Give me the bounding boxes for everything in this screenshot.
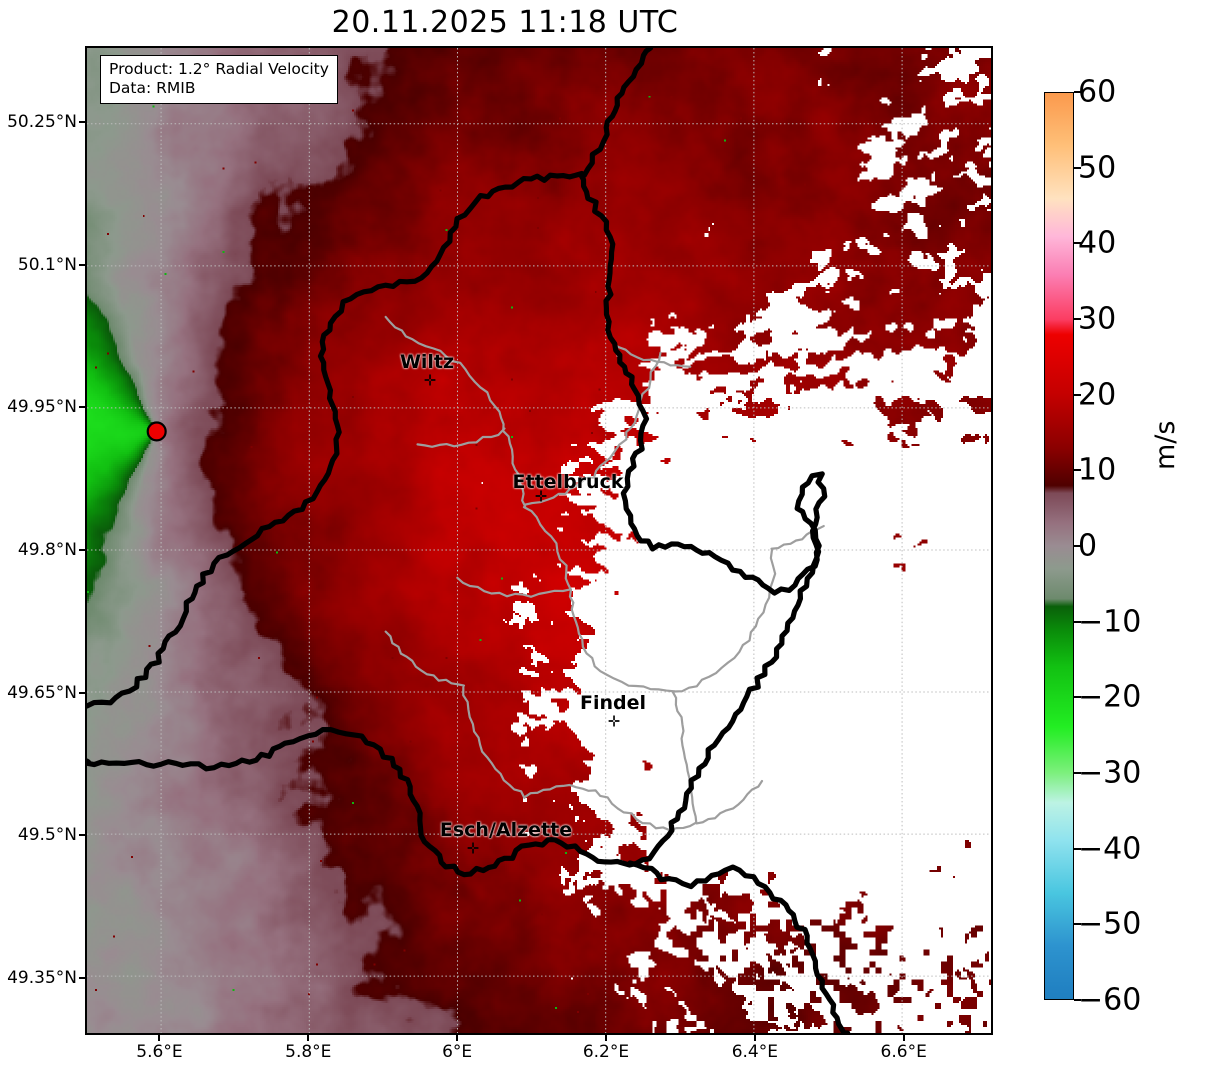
colorbar-tick-mark — [1074, 166, 1081, 169]
city-marker-icon: ✛ — [607, 712, 621, 731]
latitude-tick-label: 49.35°N — [7, 967, 77, 988]
longitude-tick-mark — [456, 1035, 459, 1041]
colorbar-tick-label: 30 — [1078, 301, 1117, 337]
latitude-tick-mark — [79, 121, 85, 124]
colorbar-gradient — [1045, 93, 1073, 999]
longitude-tick-label: 5.6°E — [136, 1042, 183, 1062]
radar-velocity-field — [87, 48, 991, 1033]
colorbar-tick-mark — [1074, 469, 1081, 472]
province-boundary — [522, 506, 676, 693]
colorbar-tick-label: 60 — [1078, 74, 1117, 110]
colorbar-tick-mark — [1074, 923, 1081, 926]
colorbar-tick-label: −20 — [1078, 679, 1142, 715]
city-marker-icon: ✛ — [423, 371, 437, 390]
latitude-tick-mark — [79, 976, 85, 979]
province-boundary — [695, 779, 764, 825]
province-boundary — [384, 315, 527, 508]
colorbar-tick-mark — [1074, 620, 1081, 623]
colorbar-tick-mark — [1074, 847, 1081, 850]
province-boundary — [523, 351, 662, 506]
longitude-tick-mark — [307, 1035, 310, 1041]
province-boundary — [416, 427, 506, 448]
province-boundary — [612, 342, 692, 368]
colorbar-tick-mark — [1074, 242, 1081, 245]
city-label-findel: Findel — [579, 692, 647, 714]
latitude-tick-label: 49.65°N — [7, 682, 77, 703]
data-source-label: Data: RMIB — [109, 79, 196, 97]
colorbar-tick-mark — [1074, 393, 1081, 396]
colorbar-tick-label: −60 — [1078, 982, 1142, 1018]
radar-image-layer — [87, 48, 991, 1033]
northern-border-segment — [581, 48, 654, 178]
longitude-tick-label: 5.8°E — [285, 1042, 332, 1062]
colorbar-tick-mark — [1074, 91, 1081, 93]
colorbar-tick-label: −40 — [1078, 831, 1142, 867]
radar-site-marker[interactable] — [146, 421, 167, 442]
colorbar-tick-label: −50 — [1078, 906, 1142, 942]
latitude-tick-label: 49.95°N — [7, 397, 77, 418]
latitude-tick-label: 50.25°N — [7, 112, 77, 133]
latitude-tick-mark — [79, 406, 85, 409]
colorbar-tick-mark — [1074, 999, 1081, 1001]
colorbar-tick-mark — [1074, 545, 1081, 547]
colorbar-tick-label: 40 — [1078, 225, 1117, 261]
colorbar-tick-label: 20 — [1078, 377, 1117, 413]
page-title: 20.11.2025 11:18 UTC — [331, 5, 679, 40]
colorbar-tick-mark — [1074, 772, 1081, 774]
latitude-tick-label: 50.1°N — [17, 254, 77, 275]
map-vector-overlay — [87, 48, 991, 1033]
city-label-esch-alzette: Esch/Alzette — [439, 819, 573, 841]
latitude-tick-label: 49.8°N — [17, 540, 77, 560]
latitude-tick-mark — [79, 834, 85, 837]
colorbar-tick-mark — [1074, 318, 1081, 320]
colorbar-tick-label: −30 — [1078, 755, 1142, 791]
longitude-tick-label: 6.4°E — [731, 1042, 778, 1062]
latitude-tick-label: 49.5°N — [17, 825, 77, 846]
colorbar-tick-label: 10 — [1078, 452, 1117, 488]
longitude-tick-mark — [158, 1035, 161, 1041]
product-info-box: Product: 1.2° Radial Velocity Data: RMIB — [100, 55, 338, 104]
province-boundaries — [384, 315, 825, 832]
product-label: Product: 1.2° Radial Velocity — [109, 60, 329, 78]
colorbar-tick-label: −10 — [1078, 604, 1142, 640]
city-label-wiltz: Wiltz — [399, 351, 455, 373]
province-boundary — [456, 576, 572, 598]
longitude-tick-label: 6.2°E — [582, 1042, 630, 1062]
longitude-tick-label: 6°E — [442, 1042, 473, 1062]
colorbar-tick-label: 50 — [1078, 150, 1117, 186]
map-plot-area[interactable]: Product: 1.2° Radial Velocity Data: RMIB… — [85, 46, 993, 1035]
province-boundary — [462, 686, 526, 799]
colorbar-tick-mark — [1074, 696, 1081, 699]
latitude-tick-mark — [79, 691, 85, 694]
luxembourg-border — [87, 170, 828, 878]
latitude-tick-mark — [79, 263, 85, 266]
province-boundary — [384, 630, 466, 687]
latitude-tick-mark — [79, 549, 85, 551]
longitude-tick-label: 6.6°E — [880, 1042, 927, 1062]
city-marker-icon: ✛ — [534, 487, 548, 506]
gridlines — [87, 48, 991, 1033]
colorbar-tick-label: 0 — [1078, 528, 1098, 564]
longitude-tick-mark — [604, 1035, 607, 1041]
longitude-tick-mark — [902, 1035, 905, 1041]
longitude-tick-mark — [753, 1035, 756, 1041]
city-label-ettelbruck: Ettelbruck — [512, 471, 624, 493]
national-borders — [87, 48, 851, 1033]
province-boundary — [671, 690, 698, 824]
province-boundary — [673, 548, 777, 693]
colorbar — [1044, 92, 1074, 1000]
colorbar-unit-label: m/s — [1150, 420, 1181, 470]
province-boundary — [523, 783, 698, 832]
city-marker-icon: ✛ — [466, 839, 480, 858]
southeast-border-segment — [627, 860, 851, 1033]
